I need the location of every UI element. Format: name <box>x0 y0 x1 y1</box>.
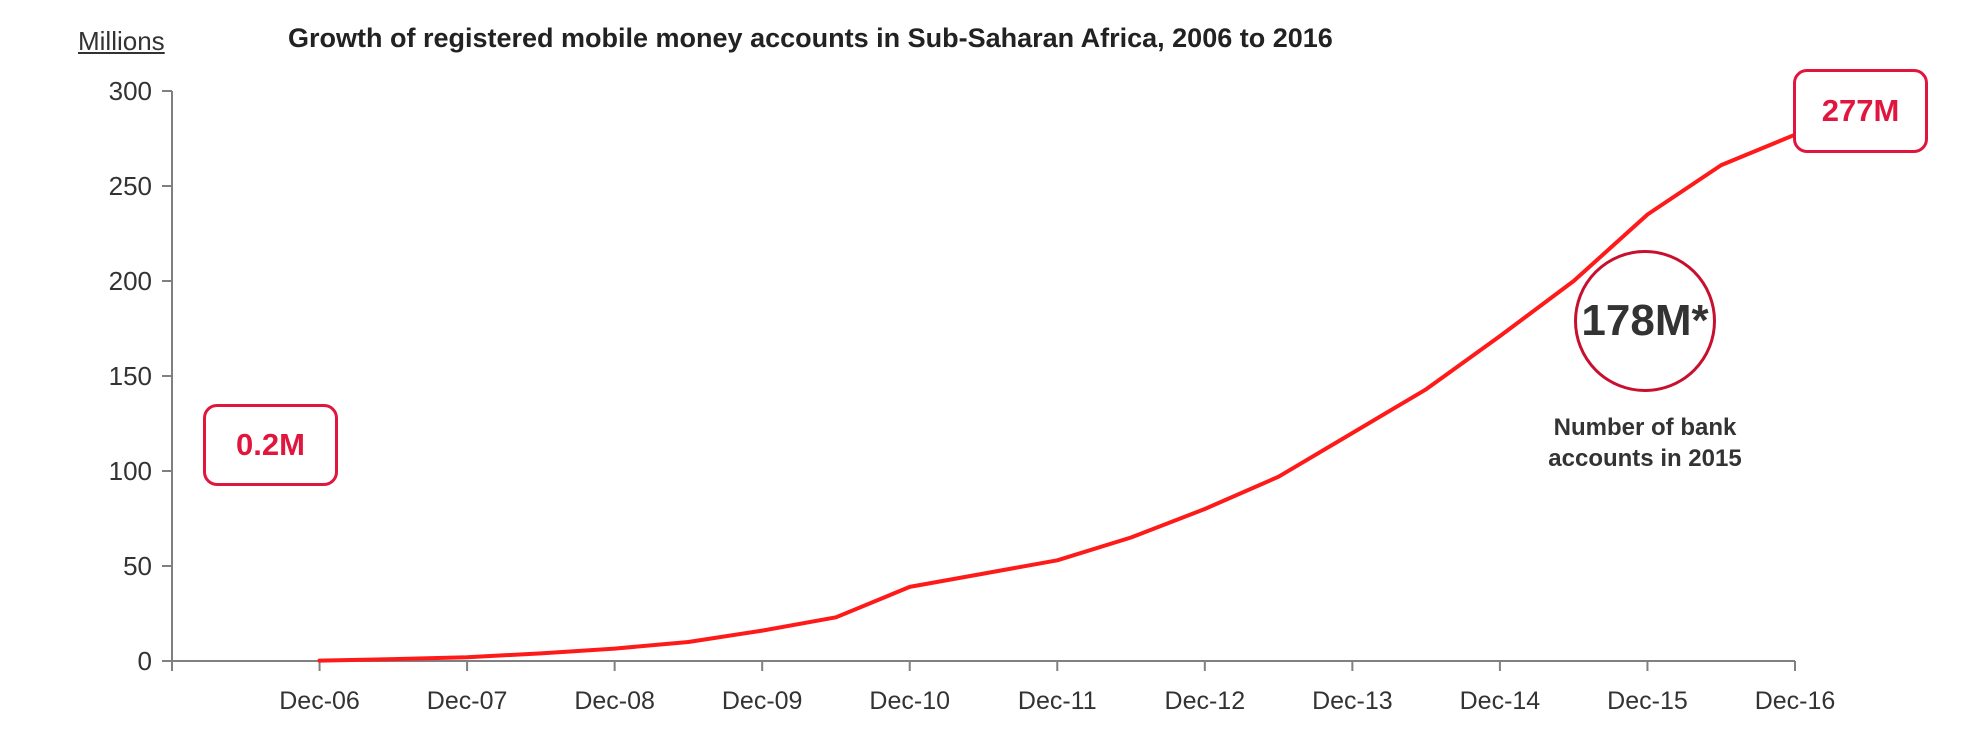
y-axis: 0 50 100 150 200 250 300 <box>109 76 173 676</box>
y-unit-label: Millions <box>78 26 165 56</box>
series-layer <box>317 132 1797 663</box>
x-tick-label: Dec-08 <box>574 687 655 715</box>
x-tick-label: Dec-11 <box>1018 687 1097 715</box>
chart-title: Growth of registered mobile money accoun… <box>288 23 1333 53</box>
series-line <box>317 132 1797 663</box>
x-tick-label: Dec-07 <box>427 687 508 715</box>
x-axis: Dec-06 Dec-07 Dec-08 Dec-09 Dec-10 Dec-11 Dec-… <box>171 660 1836 715</box>
bank-accounts-circle: 178M* <box>1574 250 1716 392</box>
y-tick-label: 100 <box>109 456 152 486</box>
y-ticks: 0 50 100 150 200 250 300 <box>109 76 172 676</box>
x-tick-label: Dec-10 <box>869 687 950 715</box>
x-tick-label: Dec-09 <box>722 687 803 715</box>
end-value-callout: 277M <box>1793 69 1928 153</box>
x-tick-label: Dec-16 <box>1755 687 1836 715</box>
y-tick-label: 300 <box>109 76 152 106</box>
x-tick-label: Dec-15 <box>1607 687 1688 715</box>
bank-accounts-note: Number of bank accounts in 2015 <box>1548 414 1742 472</box>
y-tick-label: 250 <box>109 171 152 201</box>
y-tick-label: 0 <box>138 646 152 676</box>
end-value-text: 277M <box>1821 93 1900 128</box>
start-value-text: 0.2M <box>236 427 305 462</box>
x-tick-label: Dec-12 <box>1165 687 1246 715</box>
start-value-callout: 0.2M <box>203 404 338 486</box>
x-tick-label: Dec-13 <box>1312 687 1393 715</box>
y-tick-label: 200 <box>109 266 152 296</box>
x-ticks: Dec-06 Dec-07 Dec-08 Dec-09 Dec-10 Dec-11 Dec-… <box>171 661 1836 715</box>
x-tick-label: Dec-06 <box>279 687 360 715</box>
x-tick-label: Dec-14 <box>1460 687 1541 715</box>
y-tick-label: 150 <box>109 361 152 391</box>
y-tick-label: 50 <box>123 551 152 581</box>
bank-accounts-value: 178M* <box>1581 296 1709 345</box>
